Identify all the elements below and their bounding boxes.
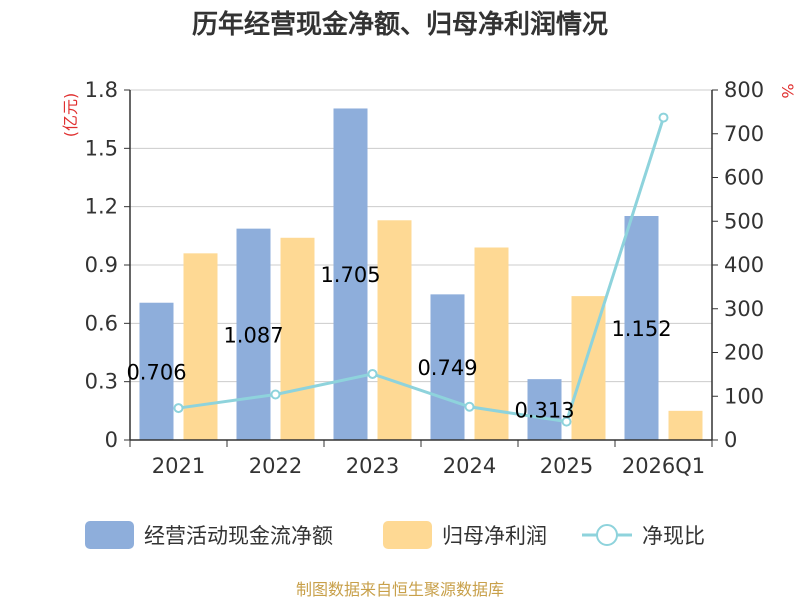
legend-swatch-net-profit [383, 521, 432, 549]
source-note: 制图数据来自恒生聚源数据库 [296, 580, 504, 599]
ratio-point [561, 416, 572, 427]
legend-label-net-profit: 归母净利润 [442, 524, 547, 548]
ratio-point [658, 112, 669, 123]
cashflow-data-label: 1.087 [223, 323, 283, 347]
ratio-point [173, 403, 184, 414]
right-axis-tick-label: 800 [724, 78, 764, 102]
legend-label-ratio: 净现比 [642, 524, 705, 548]
left-axis-tick-label: 0.6 [85, 311, 118, 335]
cashflow-bar [236, 228, 271, 440]
right-axis-tick-label: 700 [724, 122, 764, 146]
legend-marker-ratio [596, 524, 618, 546]
left-axis-tick-label: 1.2 [85, 195, 118, 219]
gridlines [130, 89, 712, 383]
left-axis-tick-label: 0.9 [85, 253, 118, 277]
left-axis-tick-label: 0 [105, 428, 118, 452]
cashflow-bar [527, 379, 562, 440]
x-axis-tick-label: 2025 [540, 454, 593, 478]
cashflow-data-label: 1.152 [611, 317, 671, 341]
ratio-point [367, 368, 378, 379]
cashflow-data-label: 1.705 [320, 263, 380, 287]
x-axis-tick-label: 2026Q1 [622, 454, 705, 478]
chart-title: 历年经营现金净额、归母净利润情况 [192, 9, 608, 40]
right-axis-tick-label: 600 [724, 166, 764, 190]
net-profit-bar [668, 410, 703, 440]
ratio-point [270, 389, 281, 400]
right-axis-tick-label: 300 [724, 297, 764, 321]
right-axis-tick-label: 400 [724, 253, 764, 277]
right-axis-tick-label: 100 [724, 384, 764, 408]
left-axis-tick-label: 1.5 [85, 136, 118, 160]
net-profit-bar [280, 237, 315, 440]
cashflow-bar [624, 216, 659, 440]
legend-label-cashflow: 经营活动现金流净额 [144, 524, 333, 548]
left-axis-tick-label: 0.3 [85, 370, 118, 394]
data-labels: 0.706 1.087 1.705 0.749 0.313 1.152 [126, 263, 671, 422]
left-axis-tick-label: 1.8 [85, 78, 118, 102]
right-axis-tick-label: 200 [724, 341, 764, 365]
cashflow-data-label: 0.749 [417, 356, 477, 380]
ratio-line-path [178, 117, 665, 424]
cashflow-data-label: 0.313 [514, 399, 574, 423]
ratio-point [464, 401, 475, 412]
cashflow-bar [333, 108, 368, 440]
right-axis-unit: % [778, 83, 797, 98]
x-axis-tick-label: 2022 [249, 454, 302, 478]
ratio-line [173, 112, 669, 427]
right-axis-tick-label: 500 [724, 209, 764, 233]
left-axis-unit: (亿元) [61, 93, 80, 138]
x-axis-tick-label: 2021 [152, 454, 205, 478]
cashflow-bar [139, 302, 174, 440]
net-profit-bar [183, 253, 218, 440]
cashflow-data-label: 0.706 [126, 360, 186, 384]
axes: 0 0.3 0.6 0.9 1.2 1.5 1.8 0 100 200 300 400 500 600 70… [61, 78, 797, 478]
right-axis-tick-label: 0 [724, 428, 737, 452]
legend: 经营活动现金流净额 归母净利润 净现比 [85, 521, 705, 549]
net-profit-bar [377, 220, 412, 440]
bars [139, 108, 703, 440]
x-axis-tick-label: 2023 [346, 454, 399, 478]
legend-swatch-cashflow [85, 521, 134, 549]
x-axis-tick-label: 2024 [443, 454, 496, 478]
cashflow-bar [430, 294, 465, 440]
